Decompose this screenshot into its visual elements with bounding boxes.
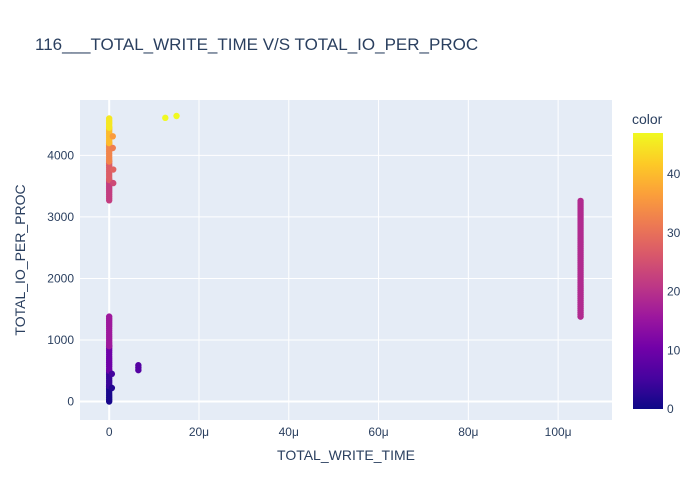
colorbar-tick-label: 10 (667, 343, 681, 357)
grid-lines (80, 100, 612, 420)
colorbar-title: color (632, 111, 663, 127)
colorbar-tick-label: 20 (667, 285, 681, 299)
y-tick-label: 4000 (47, 148, 74, 162)
colorbar-ticks: 0 10 20 30 40 (667, 167, 681, 416)
data-point (110, 166, 117, 173)
y-tick-label: 3000 (47, 210, 74, 224)
y-tick-label: 0 (67, 395, 74, 409)
y-tick-label: 1000 (47, 333, 74, 347)
data-point (162, 114, 169, 122)
data-point (109, 144, 116, 152)
data-point (105, 115, 113, 122)
data-point (110, 179, 117, 187)
plot-area (80, 100, 612, 420)
x-axis-title: TOTAL_WRITE_TIME (277, 447, 415, 463)
data-point (109, 133, 116, 140)
colorbar (633, 133, 663, 409)
data-point (135, 362, 142, 369)
colorbar-tick-label: 40 (667, 167, 681, 181)
data-point (577, 197, 584, 205)
colorbar-tick-label: 30 (667, 226, 681, 240)
x-tick-label: 100μ (545, 425, 572, 439)
tick-labels: 0 20μ 40μ 60μ 80μ 100μ 0 1000 2000 3000 4000 (47, 148, 571, 439)
x-tick-label: 80μ (458, 425, 478, 439)
colorbar-tick-label: 0 (667, 402, 674, 416)
data-point (108, 384, 116, 392)
x-tick-label: 20μ (189, 425, 209, 439)
x-tick-label: 0 (106, 425, 113, 439)
x-tick-label: 60μ (368, 425, 388, 439)
data-points (105, 112, 584, 405)
y-axis-title: TOTAL_IO_PER_PROC (12, 184, 28, 335)
data-point (105, 313, 113, 320)
chart-title: 116___TOTAL_WRITE_TIME V/S TOTAL_IO_PER_… (35, 35, 478, 54)
data-point (173, 112, 180, 120)
data-point (108, 370, 116, 378)
y-tick-label: 2000 (47, 271, 74, 285)
x-tick-label: 40μ (279, 425, 299, 439)
